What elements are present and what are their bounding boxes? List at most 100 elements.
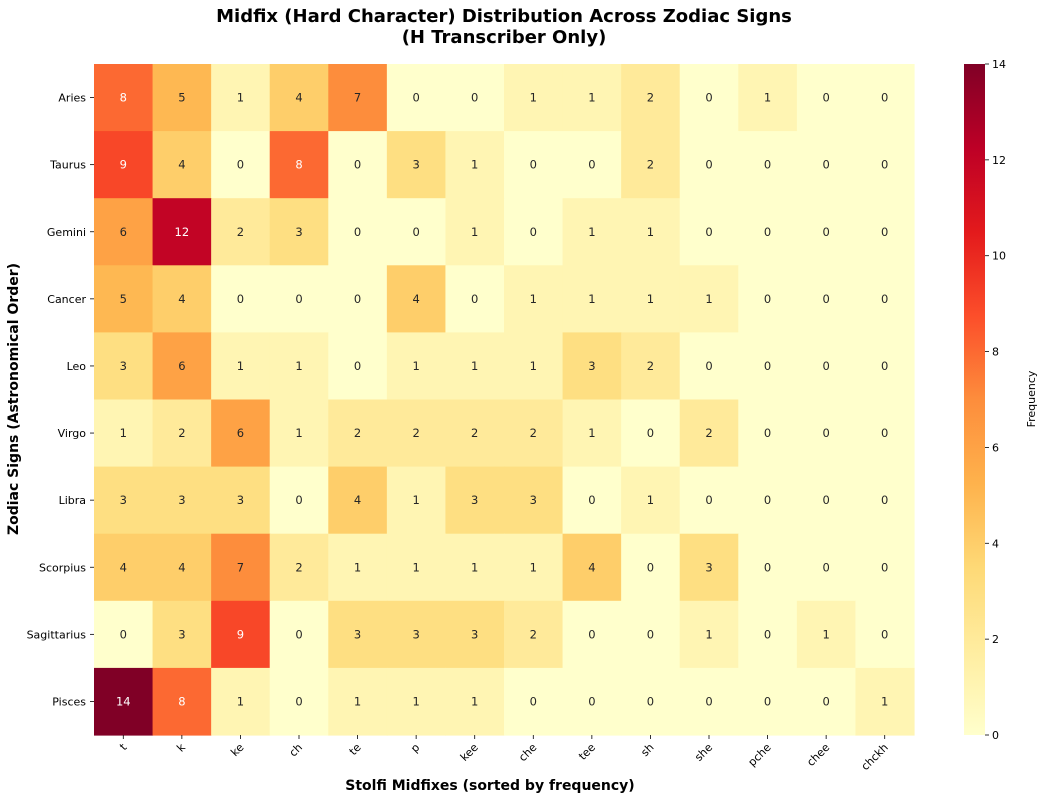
cell-value-label: 1 [295,359,302,373]
x-tick-label: chckh [859,741,891,773]
heatmap-cell [211,64,271,132]
cell-value-label: 4 [178,560,185,574]
heatmap-cell [94,265,154,333]
heatmap-cell [679,332,739,401]
cell-value-label: 0 [471,91,478,105]
x-tick-label: che [516,741,539,764]
y-axis-ticks: Aries Taurus Gemini Cancer Leo Virgo Libra Scor… [27,92,94,708]
heatmap-cell [94,399,154,468]
x-tick-label: tee [576,741,598,763]
colorbar-tick-label: 14 [992,58,1006,71]
x-tick-label: ch [287,741,305,759]
cell-value-label: 1 [530,91,537,105]
y-tick-label: Libra [59,494,86,507]
heatmap-cell [211,600,271,669]
cell-value-label: 2 [471,426,478,440]
cell-value-label: 0 [295,694,302,708]
x-axis-title: Stolfi Midfixes (sorted by frequency) [345,778,634,794]
heatmap-cell [386,265,447,333]
heatmap-cell [211,399,271,468]
cell-value-label: 2 [530,426,537,440]
cell-value-label: 2 [295,560,302,574]
cell-value-label: 0 [588,158,595,172]
cell-value-label: 0 [881,225,888,239]
heatmap-cell [152,332,212,401]
heatmap-cell [445,64,505,132]
heatmap-cell [211,667,271,736]
cell-value-label: 2 [178,426,185,440]
cell-value-label: 5 [178,91,185,105]
y-tick-label: Cancer [47,293,86,306]
cell-value-label: 0 [412,91,419,105]
cell-value-label: 4 [120,560,127,574]
cell-value-label: 0 [822,91,829,105]
cell-value-label: 1 [354,560,361,574]
heatmap-cell [679,466,739,535]
heatmap-cell [796,332,857,401]
heatmap-cell [504,265,564,333]
heatmap-cell [504,667,564,736]
heatmap-cell [796,265,857,333]
cell-value-label: 1 [237,694,244,708]
cell-value-label: 0 [354,359,361,373]
heatmap-cell [738,667,798,736]
cell-value-label: 3 [705,560,712,574]
cell-value-label: 0 [764,225,771,239]
y-tick-label: Sagittarius [27,628,87,641]
cell-value-label: 3 [354,627,361,641]
cell-value-label: 1 [588,225,595,239]
cell-value-label: 8 [295,158,302,172]
heatmap-cell [679,131,739,199]
cell-value-label: 0 [881,426,888,440]
cell-value-label: 0 [295,493,302,507]
heatmap-cell [445,533,505,602]
cell-value-label: 0 [822,493,829,507]
x-tick-label: sh [638,741,656,759]
cell-value-label: 0 [588,694,595,708]
cell-value-label: 1 [237,91,244,105]
cell-value-label: 5 [120,292,127,306]
cell-value-label: 0 [764,359,771,373]
heatmap-cell [269,466,329,535]
heatmap-cell [562,265,622,333]
colorbar-tick-label: 12 [992,154,1006,167]
cell-value-label: 0 [354,292,361,306]
heatmap-cell [211,533,271,602]
cell-value-label: 2 [647,359,654,373]
heatmap-cell [562,667,622,736]
cell-value-label: 0 [705,158,712,172]
heatmap-cell [269,332,329,401]
heatmap-cell [738,466,798,535]
heatmap-cell [445,332,505,401]
cell-value-label: 2 [647,158,654,172]
cell-value-label: 1 [647,225,654,239]
heatmap-cell [94,667,154,736]
heatmap-cell [152,533,212,602]
cell-value-label: 1 [412,694,419,708]
cell-value-label: 0 [647,694,654,708]
cell-value-label: 1 [647,493,654,507]
cell-value-label: 8 [178,694,185,708]
cell-value-label: 0 [822,292,829,306]
heatmap-cell [855,265,915,333]
cell-value-label: 2 [412,426,419,440]
cell-value-label: 1 [412,493,419,507]
heatmap-cell [386,533,447,602]
cell-value-label: 0 [412,225,419,239]
y-tick-label: Virgo [58,427,87,440]
heatmap-cell [796,466,857,535]
heatmap-cell [152,466,212,535]
heatmap-cell [679,533,739,602]
heatmap-cell [328,131,388,199]
heatmap-cell [386,332,447,401]
heatmap-cell [94,600,154,669]
cell-value-label: 0 [530,225,537,239]
heatmap-cells: 8 5 1 4 7 0 0 1 1 2 0 1 0 09 4 0 8 0 3 1 0 0 2 0 0 0 06 12 2 3 0 0 1 0 1 1 0… [94,64,915,736]
heatmap-cell [562,399,622,468]
cell-value-label: 1 [530,560,537,574]
cell-value-label: 0 [822,359,829,373]
cell-value-label: 3 [295,225,302,239]
heatmap-cell [94,198,154,266]
heatmap-cell [445,667,505,736]
cell-value-label: 0 [295,627,302,641]
